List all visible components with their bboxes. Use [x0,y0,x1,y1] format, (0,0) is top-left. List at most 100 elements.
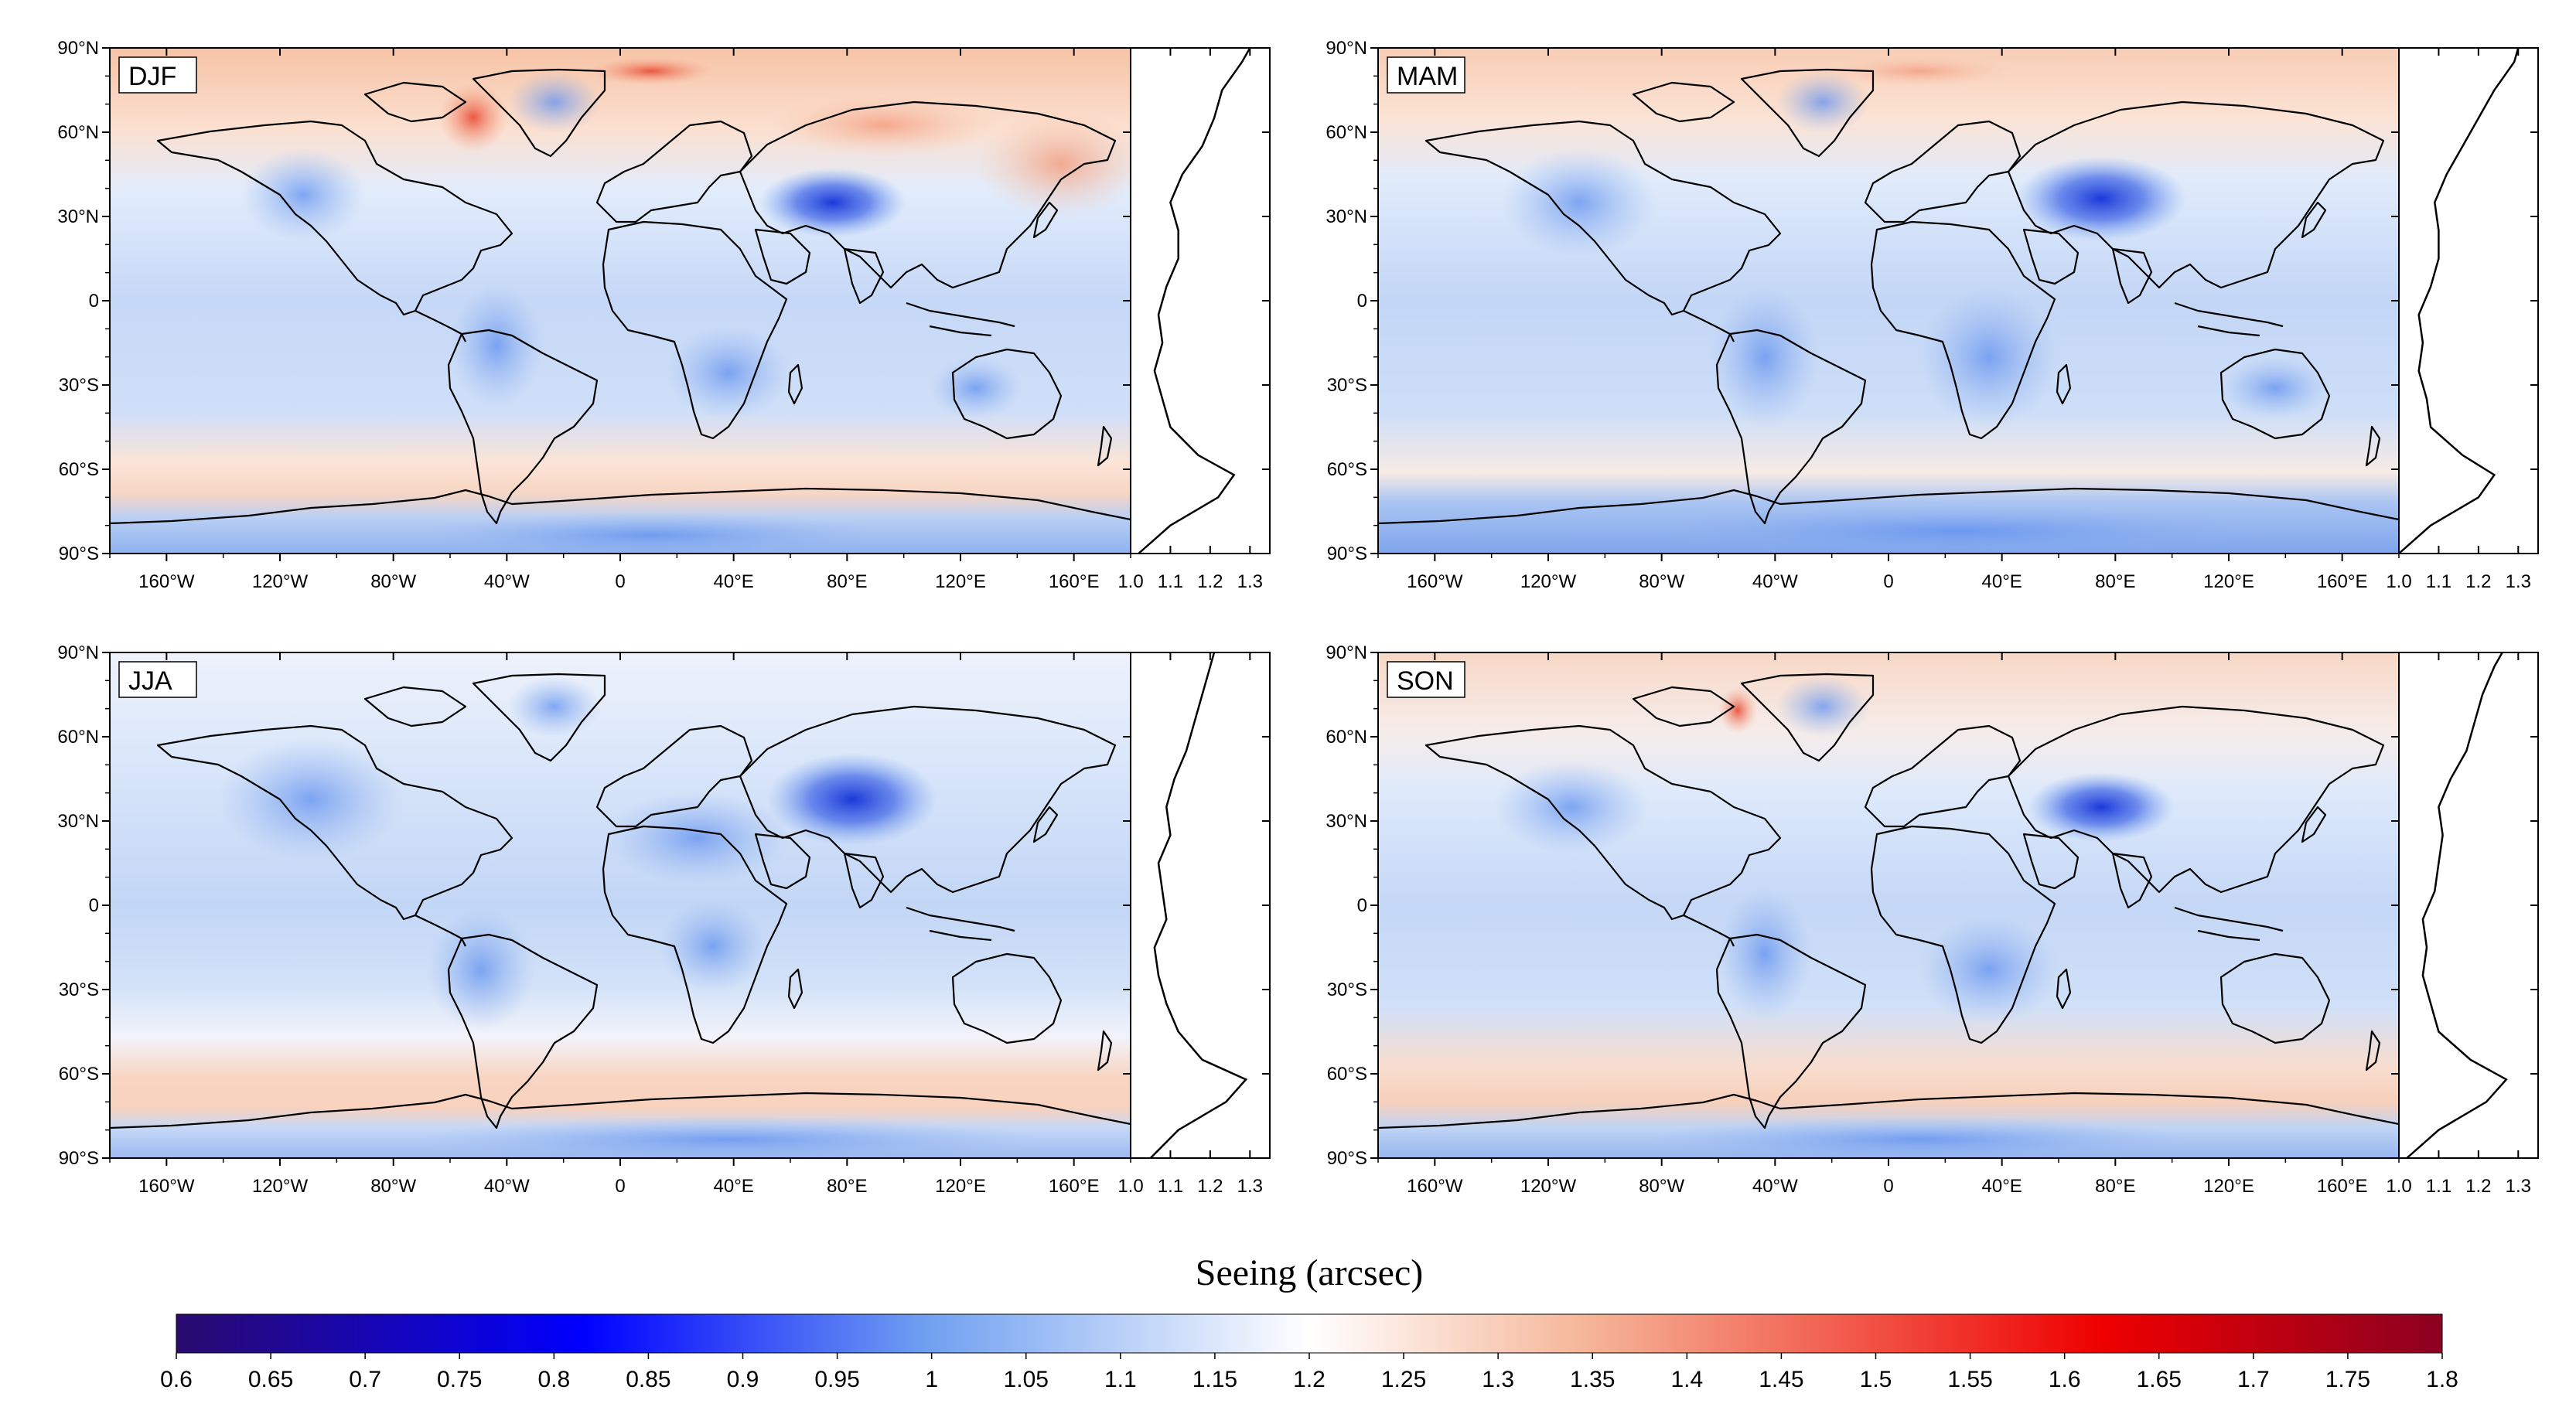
colorbar-tick-label: 1.7 [2237,1367,2270,1392]
colorbar-tick-label: 0.65 [248,1367,293,1392]
heatmap-anomaly [427,908,535,1031]
panel-jja: JJA 90°S 60°S 30°S 0 30°N 60°N 90°N 160°W 120°W 80… [57,642,1271,1197]
heatmap-anomaly [2221,357,2329,419]
colorbar-tick-label: 0.7 [349,1367,381,1392]
heatmap-anomaly [2028,772,2175,842]
lon-tick-label: 120°E [2203,571,2254,592]
colorbar-tick-label: 1.1 [1104,1367,1137,1392]
heatmap-anomaly [241,148,365,241]
lon-tick-label: 40°E [1982,571,2022,592]
lat-tick-label: 30°N [57,206,99,227]
lat-tick-label: 60°N [1326,122,1367,143]
lat-tick-label: 30°S [59,375,99,396]
profile-tick-label: 1.1 [2426,1176,2451,1197]
heatmap-anomaly [1919,915,2059,1024]
lat-tick-label: 30°N [1326,206,1367,227]
profile-tick-label: 1.2 [2465,571,2491,592]
season-label: MAM [1397,62,1458,91]
lon-tick-label: 40°E [1982,1176,2022,1197]
colorbar-tick-label: 0.9 [727,1367,759,1392]
lon-tick-label: 40°W [484,571,530,592]
season-label-box: SON [1387,661,1465,698]
heatmap-anomaly [1502,148,1656,257]
lon-tick-label: 80°E [2095,1176,2135,1197]
profile-line [2406,652,2508,1159]
profile-tick-label: 1.3 [2506,1176,2531,1197]
season-label: SON [1397,666,1454,696]
heatmap-anomaly [1494,761,1649,853]
lon-tick-label: 40°W [1752,1176,1798,1197]
lat-tick-label: 60°S [1327,459,1367,480]
map-background [1378,652,2399,1158]
lat-tick-label: 0 [1357,895,1367,916]
colorbar-tick-label: 1.5 [1860,1367,1892,1392]
lon-tick-label: 0 [1883,571,1893,592]
season-label-box: JJA [118,661,197,698]
lon-tick-label: 40°W [484,1176,530,1197]
panel-mam: MAM 90°S 60°S 30°S 0 30°N 60°N 90°N 160°W 120°W 80… [1326,38,2539,592]
lon-tick-label: 80°E [2095,571,2135,592]
heatmap-anomaly [767,94,999,156]
panel-son: SON 90°S 60°S 30°S 0 30°N 60°N 90°N 160°W 120°W 80… [1326,642,2539,1197]
zonal-mean-profile: 1.0 1.1 1.2 1.3 [1117,47,1271,592]
lon-tick-label: 160°W [138,571,195,592]
lat-tick-label: 90°N [1326,642,1367,663]
lon-tick-label: 120°W [252,571,309,592]
colorbar-tick-label: 1.05 [1004,1367,1049,1392]
colorbar-tick-label: 0.75 [437,1367,482,1392]
lon-tick-label: 120°W [1520,1176,1577,1197]
map-heatmap [1378,48,2399,554]
profile-frame [1130,652,1271,1159]
season-label-box: DJF [118,56,197,94]
heatmap-anomaly [1718,687,1757,734]
colorbar-tick-label: 1.25 [1381,1367,1426,1392]
map-background [1378,48,2399,554]
lat-tick-label: 60°S [1327,1064,1367,1085]
colorbar-tick-label: 1.2 [1293,1367,1326,1392]
zonal-mean-profile: 1.0 1.1 1.2 1.3 [2386,652,2539,1197]
colorbar-tick-label: 1.35 [1570,1367,1615,1392]
profile-line [2398,47,2520,554]
colorbar: Seeing (arcsec) 0.6 0.65 0.7 0.75 0.8 0.85 0.9… [160,1252,2458,1392]
colorbar-tick-label: 0.85 [626,1367,670,1392]
heatmap-anomaly [508,71,601,133]
lat-tick-label: 90°N [57,642,99,663]
profile-tick-label: 1.3 [2506,571,2531,592]
colorbar-tick-label: 1.6 [2049,1367,2081,1392]
lat-tick-label: 30°S [1327,375,1367,396]
season-label: DJF [128,62,176,91]
lat-tick-label: 60°S [59,1064,99,1085]
lon-tick-label: 160°E [2317,1176,2368,1197]
lon-tick-label: 120°W [252,1176,309,1197]
lon-tick-label: 80°W [370,1176,416,1197]
zonal-mean-profile: 1.0 1.1 1.2 1.3 [2386,47,2539,592]
lat-tick-label: 60°N [57,727,99,748]
lat-tick-label: 60°N [1326,727,1367,748]
heatmap-anomaly [759,168,906,237]
profile-tick-label: 1.3 [1237,1176,1263,1197]
lat-tick-label: 60°N [57,122,99,143]
colorbar-tick-label: 1 [925,1367,938,1392]
profile-tick-label: 1.2 [2465,1176,2491,1197]
colorbar-tick-label: 1.55 [1947,1367,1992,1392]
heatmap-anomaly [930,357,1022,419]
map-background [110,652,1131,1158]
heatmap-anomaly [767,753,937,846]
colorbar-tick-label: 0.6 [160,1367,193,1392]
profile-tick-label: 1.1 [2426,571,2451,592]
heatmap-anomaly [2016,156,2186,241]
profile-frame [2398,652,2539,1159]
lon-tick-label: 120°E [935,571,986,592]
season-label-box: MAM [1387,56,1465,94]
colorbar-tick-label: 1.65 [2137,1367,2182,1392]
heatmap-anomaly [1776,676,1869,738]
heatmap-anomaly [419,512,883,554]
lon-tick-label: 80°E [827,571,867,592]
profile-tick-label: 1.1 [1158,1176,1183,1197]
heatmap-anomaly [1649,504,2267,554]
lat-tick-label: 90°S [59,1148,99,1169]
lat-tick-label: 90°S [1327,1148,1367,1169]
profile-tick-label: 1.1 [1158,571,1183,592]
lon-tick-label: 120°W [1520,571,1577,592]
